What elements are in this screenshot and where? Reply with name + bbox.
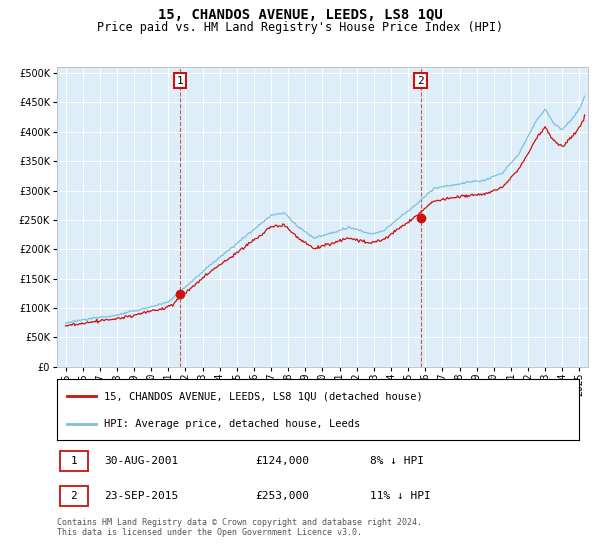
Text: 11% ↓ HPI: 11% ↓ HPI (370, 491, 431, 501)
Text: 30-AUG-2001: 30-AUG-2001 (104, 456, 178, 466)
Text: 23-SEP-2015: 23-SEP-2015 (104, 491, 178, 501)
Text: £253,000: £253,000 (256, 491, 310, 501)
Text: £124,000: £124,000 (256, 456, 310, 466)
Text: 1: 1 (71, 456, 77, 466)
Text: 2: 2 (71, 491, 77, 501)
Text: 8% ↓ HPI: 8% ↓ HPI (370, 456, 424, 466)
Text: 1: 1 (176, 76, 183, 86)
FancyBboxPatch shape (59, 486, 88, 506)
Text: 15, CHANDOS AVENUE, LEEDS, LS8 1QU: 15, CHANDOS AVENUE, LEEDS, LS8 1QU (158, 8, 442, 22)
Text: 15, CHANDOS AVENUE, LEEDS, LS8 1QU (detached house): 15, CHANDOS AVENUE, LEEDS, LS8 1QU (deta… (104, 391, 423, 401)
Text: 2: 2 (417, 76, 424, 86)
FancyBboxPatch shape (59, 451, 88, 471)
Text: Price paid vs. HM Land Registry's House Price Index (HPI): Price paid vs. HM Land Registry's House … (97, 21, 503, 34)
Text: HPI: Average price, detached house, Leeds: HPI: Average price, detached house, Leed… (104, 419, 360, 430)
Text: Contains HM Land Registry data © Crown copyright and database right 2024.
This d: Contains HM Land Registry data © Crown c… (57, 518, 422, 538)
